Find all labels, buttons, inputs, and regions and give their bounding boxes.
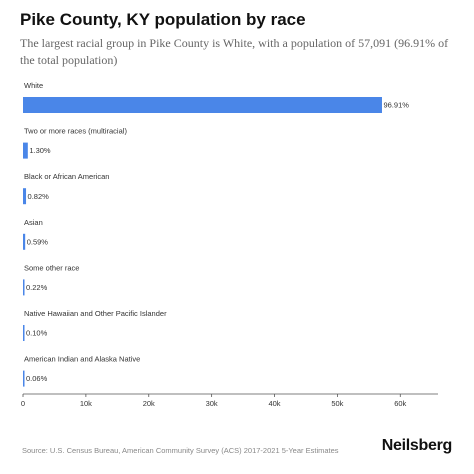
data-label: 96.91% — [383, 101, 409, 110]
data-label: 0.82% — [28, 192, 50, 201]
bar — [23, 97, 382, 113]
x-tick-label: 30k — [206, 399, 218, 408]
data-label: 1.30% — [29, 146, 51, 155]
source-note: Source: U.S. Census Bureau, American Com… — [22, 446, 339, 455]
data-label: 0.59% — [27, 237, 49, 246]
data-label: 0.06% — [26, 374, 48, 383]
bar — [23, 142, 28, 159]
category-label: Native Hawaiian and Other Pacific Island… — [24, 309, 167, 318]
category-label: Asian — [24, 218, 43, 227]
x-tick-label: 40k — [268, 399, 280, 408]
chart-subtitle: The largest racial group in Pike County … — [20, 36, 449, 67]
bar — [23, 325, 25, 341]
data-label: 0.10% — [26, 329, 48, 338]
bar — [23, 233, 26, 250]
data-label: 0.22% — [26, 283, 48, 292]
bar — [23, 188, 27, 205]
brand-logo: Neilsberg — [381, 437, 453, 454]
category-label: Black or African American — [24, 172, 109, 181]
bar — [23, 370, 25, 387]
x-tick-label: 20k — [143, 399, 155, 408]
category-label: American Indian and Alaska Native — [24, 355, 140, 364]
bar — [23, 279, 25, 296]
category-label: Two or more races (multiracial) — [24, 127, 127, 136]
chart-title: Pike County, KY population by race — [20, 10, 306, 29]
x-tick-label: 60k — [394, 399, 406, 408]
category-label: White — [24, 81, 43, 90]
x-tick-label: 10k — [80, 399, 92, 408]
x-tick-label: 50k — [331, 399, 343, 408]
x-tick-label: 0 — [21, 399, 25, 408]
category-label: Some other race — [24, 263, 79, 272]
